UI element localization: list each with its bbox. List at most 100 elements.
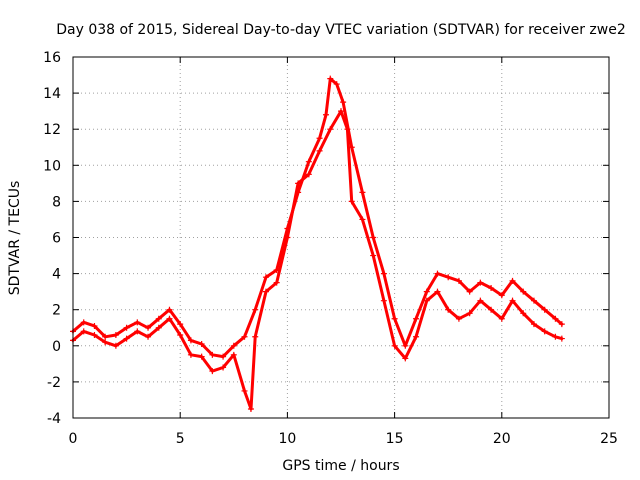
data-point-track-a-34 [413,315,420,322]
data-point-track-b-39 [466,310,473,317]
data-point-track-b-24 [316,147,323,154]
y-tick-label: 16 [43,50,61,66]
data-point-track-b-42 [498,315,505,322]
data-point-track-a-8 [155,315,162,322]
data-point-track-a-31 [380,270,387,277]
data-point-track-b-5 [123,335,130,342]
data-point-track-b-32 [391,342,398,349]
data-point-track-b-13 [209,368,216,375]
x-tick-label: 20 [493,431,511,447]
data-point-track-a-47 [552,315,559,322]
data-point-track-b-25 [327,126,334,133]
data-point-track-a-45 [530,297,537,304]
y-tick-label: 12 [43,122,61,138]
data-point-track-b-43 [509,297,516,304]
data-point-track-b-41 [488,306,495,313]
data-series [70,75,565,412]
data-point-track-a-42 [498,292,505,299]
y-axis-label: SDTVAR / TECUs [7,181,23,296]
data-point-track-b-45 [530,321,537,328]
data-point-track-b-37 [445,306,452,313]
data-point-track-b-35 [423,297,430,304]
data-point-track-b-15 [230,351,237,358]
y-tick-label: 0 [52,339,61,355]
data-point-track-b-31 [380,297,387,304]
data-point-track-b-2 [91,331,98,338]
data-point-track-a-17 [252,306,259,313]
data-point-track-b-46 [541,328,548,335]
data-point-track-b-16 [241,387,248,394]
data-point-track-b-10 [177,331,184,338]
data-point-track-a-13 [209,351,216,358]
data-point-track-a-14 [220,353,227,360]
y-tick-label: -4 [47,411,61,427]
data-point-track-b-12 [198,353,205,360]
data-point-track-a-15 [230,342,237,349]
data-point-track-a-6 [134,319,141,326]
x-tick-label: 15 [386,431,404,447]
data-point-track-a-23 [316,135,323,142]
data-point-track-a-39 [466,288,473,295]
y-tick-label: 6 [52,231,61,247]
data-point-track-a-18 [262,274,269,281]
plot-frame [72,56,610,419]
data-point-track-b-7 [145,333,152,340]
data-point-track-b-44 [520,310,527,317]
y-tick-label: 4 [52,267,61,283]
data-point-track-a-10 [177,321,184,328]
data-point-track-b-27 [344,126,351,133]
data-point-track-a-44 [520,288,527,295]
data-point-track-b-4 [112,342,119,349]
data-point-track-b-48 [558,335,565,342]
data-point-track-b-14 [220,364,227,371]
data-point-track-b-28 [348,198,355,205]
data-point-track-a-22 [305,158,312,165]
data-point-track-a-4 [112,331,119,338]
data-point-track-a-1 [80,319,87,326]
grid [73,57,609,418]
data-point-track-b-36 [434,288,441,295]
chart-title: Day 038 of 2015, Sidereal Day-to-day VTE… [56,22,626,38]
data-point-track-b-6 [134,328,141,335]
data-point-track-b-20 [273,279,280,286]
data-point-track-a-30 [370,234,377,241]
data-point-track-b-1 [80,328,87,335]
y-tick-label: 2 [52,303,61,319]
data-point-track-a-33 [402,342,409,349]
y-tick-label: 14 [43,86,61,102]
data-point-track-a-7 [145,324,152,331]
data-point-track-b-23 [305,171,312,178]
data-point-track-a-36 [434,270,441,277]
data-point-track-b-33 [402,355,409,362]
data-point-track-b-8 [155,324,162,331]
data-point-track-a-40 [477,279,484,286]
data-point-track-a-9 [166,306,173,313]
data-point-track-a-26 [333,81,340,88]
data-point-track-b-40 [477,297,484,304]
data-point-track-a-37 [445,274,452,281]
data-point-track-a-29 [359,189,366,196]
x-tick-label: 10 [278,431,296,447]
data-point-track-a-2 [91,322,98,329]
y-tick-label: 10 [43,158,61,174]
data-point-track-a-3 [102,333,109,340]
data-point-track-a-38 [455,277,462,284]
data-point-track-a-27 [340,99,347,106]
data-point-track-a-43 [509,277,516,284]
data-point-track-b-34 [413,333,420,340]
x-tick-label: 0 [69,431,78,447]
data-point-track-b-21 [284,234,291,241]
data-point-track-b-3 [102,339,109,346]
data-point-track-b-30 [370,252,377,259]
data-point-track-a-32 [391,315,398,322]
data-point-track-b-29 [359,216,366,223]
data-point-track-b-11 [187,351,194,358]
data-point-track-b-19 [262,288,269,295]
data-point-track-a-5 [123,324,130,331]
tick-labels: 0 5 10 15 20 25 -4 -2 0 2 4 6 8 10 12 14 16 [43,50,618,447]
x-axis-label: GPS time / hours [282,458,399,474]
data-point-track-a-48 [558,321,565,328]
x-tick-label: 5 [176,431,185,447]
